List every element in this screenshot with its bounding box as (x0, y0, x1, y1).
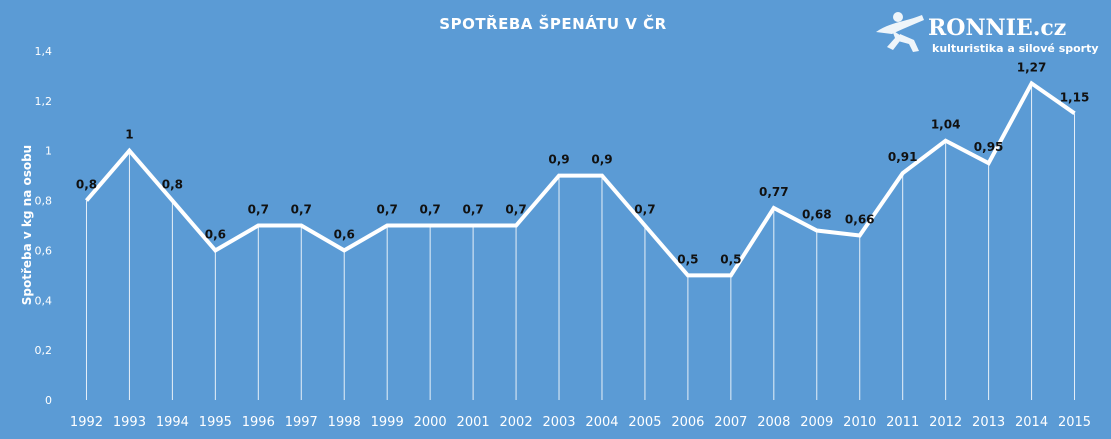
data-label: 0,8 (162, 178, 183, 192)
series-line-group (84, 80, 1076, 278)
x-tick-label: 2010 (843, 415, 876, 430)
y-tick-label: 0,8 (35, 195, 53, 208)
x-tick-label: 2015 (1058, 415, 1091, 430)
y-axis-label: Spotřeba v kg na osobu (20, 145, 34, 305)
x-tick-label: 2009 (800, 415, 833, 430)
y-tick-label: 0 (45, 394, 52, 407)
data-label: 0,6 (205, 227, 226, 241)
data-label: 0,91 (888, 150, 918, 164)
y-tick-label: 1,2 (35, 95, 53, 108)
y-tick-label: 0,4 (35, 294, 53, 307)
data-label: 0,7 (634, 203, 655, 217)
data-label: 0,7 (291, 203, 312, 217)
x-tick-label: 2003 (542, 415, 575, 430)
data-label: 0,9 (591, 153, 612, 167)
data-label: 0,7 (420, 203, 441, 217)
y-tick-label: 0,6 (35, 244, 53, 257)
data-label: 0,7 (248, 203, 269, 217)
y-tick-label: 1,4 (35, 45, 53, 58)
data-label: 0,66 (845, 212, 875, 226)
data-label: 0,95 (974, 140, 1004, 154)
logo-name: RONNIE.cz (928, 15, 1066, 41)
data-label: 0,5 (720, 252, 741, 266)
x-tick-label: 2014 (1015, 415, 1048, 430)
data-label: 0,77 (759, 185, 789, 199)
y-tick-label: 0,2 (35, 344, 53, 357)
x-tick-label: 2012 (929, 415, 962, 430)
data-label: 0,7 (377, 203, 398, 217)
drop-lines (85, 83, 1076, 400)
x-tick-label: 2002 (500, 415, 533, 430)
data-label: 1,04 (931, 118, 961, 132)
x-tick-label: 2000 (414, 415, 447, 430)
x-tick-label: 2013 (972, 415, 1005, 430)
x-tick-label: 2006 (671, 415, 704, 430)
data-label: 0,5 (677, 252, 698, 266)
data-label: 0,9 (548, 153, 569, 167)
x-tick-label: 1995 (199, 415, 232, 430)
data-label: 0,68 (802, 207, 832, 221)
x-tick-label: 1996 (242, 415, 275, 430)
y-tick-label: 1 (45, 145, 52, 158)
runner-icon (876, 12, 924, 52)
ronnie-logo: RONNIE.cz kulturistika a silové sporty (876, 12, 1099, 55)
x-tick-label: 2008 (757, 415, 790, 430)
x-tick-label: 1994 (156, 415, 189, 430)
x-tick-label: 2011 (886, 415, 919, 430)
data-label: 0,6 (334, 227, 355, 241)
x-tick-label: 1998 (328, 415, 361, 430)
x-tick-label: 1999 (371, 415, 404, 430)
chart-title: SPOTŘEBA ŠPENÁTU V ČR (439, 14, 666, 33)
x-tick-label: 2005 (628, 415, 661, 430)
x-axis-ticks: 1992 1993 1994 1995 1996 1997 1998 1999 2000 2001… (70, 415, 1091, 430)
y-axis-ticks: 0 0,2 0,4 0,6 0,8 1 1,2 1,4 (35, 45, 53, 407)
data-label: 0,8 (76, 178, 97, 192)
x-tick-label: 1992 (70, 415, 103, 430)
x-tick-label: 1997 (285, 415, 318, 430)
data-labels: 0,8 1 0,8 0,6 0,7 0,7 0,6 0,7 0,7 0,7 0,7 0,9 0,9 0,7… (76, 60, 1089, 266)
x-tick-label: 2007 (714, 415, 747, 430)
x-tick-label: 1993 (113, 415, 146, 430)
series-line (84, 80, 1076, 278)
x-tick-label: 2004 (585, 415, 618, 430)
x-tick-label: 2001 (457, 415, 490, 430)
data-label: 1,27 (1017, 60, 1047, 74)
data-label: 0,7 (505, 203, 526, 217)
logo-tagline: kulturistika a silové sporty (932, 42, 1099, 55)
data-label: 1,15 (1060, 90, 1090, 104)
data-label: 0,7 (462, 203, 483, 217)
data-label: 1 (125, 128, 133, 142)
